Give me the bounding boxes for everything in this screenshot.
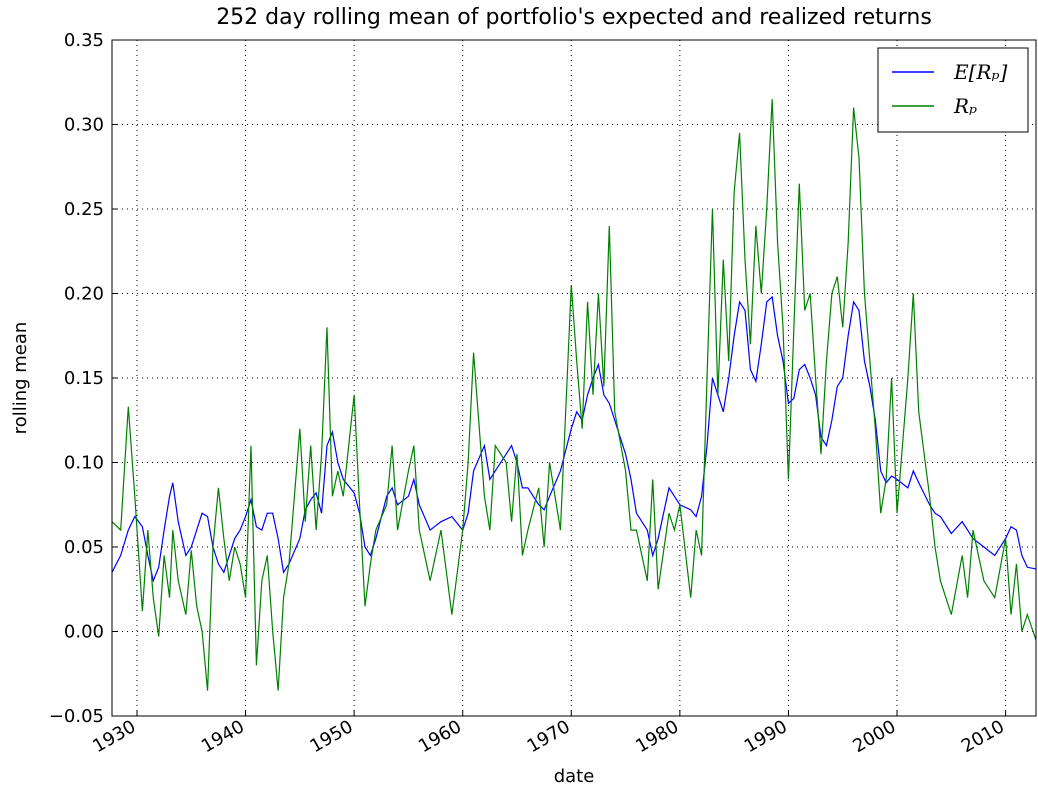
y-tick-label: 0.05: [64, 537, 104, 558]
x-tick-label: 1970: [524, 716, 574, 757]
y-tick-label: 0.20: [64, 284, 104, 305]
legend-box: [877, 47, 1029, 133]
x-tick-label: 2010: [958, 716, 1008, 757]
x-tick-label: 1980: [632, 716, 682, 757]
y-tick-label: 0.15: [64, 368, 104, 389]
chart-title: 252 day rolling mean of portfolio's expe…: [216, 5, 932, 30]
legend-label: E[Rₚ]: [953, 60, 1007, 84]
y-tick-label: −0.05: [49, 706, 104, 727]
x-tick-label: 1950: [306, 716, 356, 757]
y-tick-label: 0.25: [64, 199, 104, 220]
x-tick-label: 2000: [849, 716, 899, 757]
y-tick-label: 0.35: [64, 30, 104, 51]
y-axis-label: rolling mean: [10, 322, 31, 435]
y-tick-label: 0.10: [64, 453, 104, 474]
plot-frame: [111, 39, 1037, 717]
y-tick-label: 0.00: [64, 622, 104, 643]
series-line: [112, 295, 1036, 583]
legend-label: Rₚ: [953, 94, 977, 118]
x-tick-label: 1960: [415, 716, 465, 757]
x-axis-label: date: [554, 766, 595, 787]
x-tick-label: 1940: [198, 716, 248, 757]
y-tick-label: 0.30: [64, 115, 104, 136]
x-tick-label: 1990: [741, 716, 791, 757]
series-line: [112, 99, 1036, 691]
